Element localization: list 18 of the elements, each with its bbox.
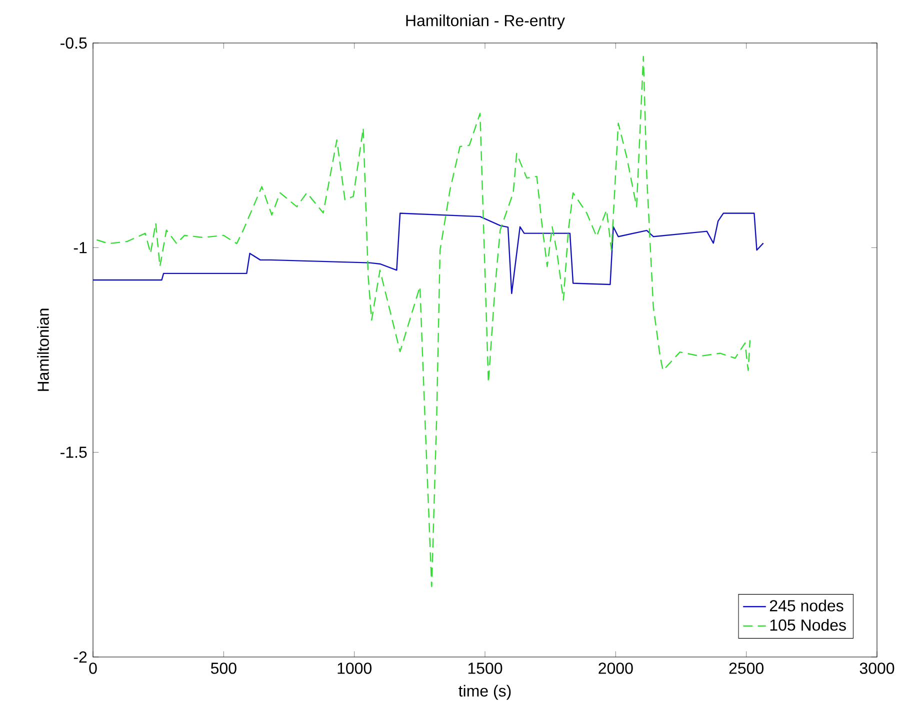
line-series (96, 56, 751, 588)
y-tick-label: -1 (74, 242, 87, 254)
x-tick-label: 1000 (338, 662, 372, 674)
x-tick-label: 500 (210, 662, 236, 674)
x-axis-title: time (s) (458, 684, 511, 700)
line-series (93, 212, 764, 294)
x-tick-label: 0 (89, 662, 97, 674)
y-tick-label: -0.5 (60, 37, 87, 49)
y-tick-label: -1.5 (60, 446, 87, 458)
x-tick-label: 2000 (598, 662, 633, 674)
chart-title: Hamiltonian - Re-entry (406, 14, 565, 30)
legend-label: 105 Nodes (770, 618, 846, 631)
x-tick-label: 3000 (860, 662, 894, 674)
y-tick-label: -2 (74, 651, 87, 663)
x-tick-label: 1500 (468, 662, 502, 674)
legend-label: 245 nodes (770, 600, 844, 612)
x-tick-label: 2500 (729, 662, 764, 674)
y-axis-title: Hamiltonian (37, 308, 49, 391)
